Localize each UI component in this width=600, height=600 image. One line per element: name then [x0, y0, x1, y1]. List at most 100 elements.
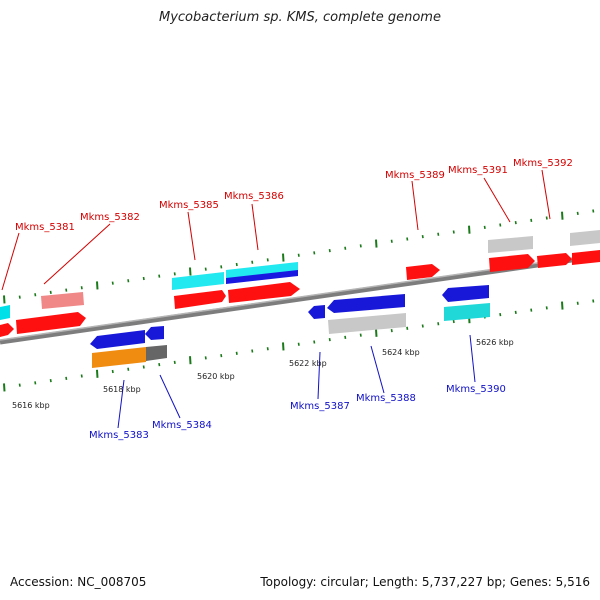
- tick-mark: [406, 326, 409, 330]
- tick-mark: [235, 262, 238, 267]
- tick-mark: [313, 251, 316, 255]
- tick-mark: [592, 299, 595, 303]
- tick-mark: [251, 349, 254, 353]
- gene-label[interactable]: Mkms_5391: [448, 165, 508, 176]
- tick-mark: [545, 306, 548, 310]
- tick-mark: [127, 279, 130, 283]
- gene-label[interactable]: Mkms_5381: [15, 222, 75, 233]
- tick-mark: [545, 216, 548, 220]
- gene-label[interactable]: Mkms_5388: [356, 393, 416, 404]
- tick-mark: [437, 232, 440, 236]
- tick-mark: [204, 356, 207, 360]
- scale-label: 5622 kbp: [289, 359, 327, 368]
- tick-mark: [158, 363, 161, 367]
- tick-mark: [96, 281, 99, 290]
- scale-labels: 5616 kbp 5618 kbp 5620 kbp 5622 kbp 5624…: [12, 338, 514, 410]
- tick-mark: [375, 328, 378, 337]
- gene-mkms-5390[interactable]: [442, 285, 490, 321]
- tick-mark: [328, 338, 331, 342]
- gene-mkms-5389[interactable]: [406, 264, 440, 280]
- scale-label: 5624 kbp: [382, 348, 420, 357]
- tick-mark: [468, 225, 471, 234]
- tick-mark: [127, 367, 130, 371]
- tick-mark: [499, 223, 502, 227]
- tick-mark: [344, 335, 347, 340]
- tick-mark: [359, 333, 362, 337]
- tick-mark: [189, 356, 192, 365]
- tick-mark: [204, 267, 207, 271]
- gene-mkms-5383[interactable]: [90, 330, 167, 368]
- tick-mark: [514, 221, 517, 225]
- topology-text: Topology: circular; Length: 5,737,227 bp…: [260, 575, 590, 589]
- tick-mark: [3, 295, 6, 304]
- tick-mark: [111, 281, 114, 285]
- tick-mark: [297, 253, 300, 257]
- tick-mark: [173, 272, 176, 276]
- tick-mark: [266, 258, 269, 262]
- top-gene-labels: Mkms_5381 Mkms_5382 Mkms_5385 Mkms_5386 …: [15, 158, 573, 233]
- scale-label: 5626 kbp: [476, 338, 514, 347]
- tick-mark: [282, 342, 285, 351]
- gene-label[interactable]: Mkms_5386: [224, 191, 284, 202]
- gene-label[interactable]: Mkms_5385: [159, 200, 219, 211]
- gene-mkms-5385[interactable]: [172, 272, 226, 309]
- tick-mark: [390, 239, 393, 243]
- tick-mark: [142, 365, 145, 369]
- tick-mark: [483, 225, 486, 229]
- tick-mark: [3, 383, 6, 392]
- tick-mark: [499, 313, 502, 317]
- tick-mark: [514, 310, 517, 315]
- tick-mark: [65, 288, 68, 292]
- gene-label[interactable]: Mkms_5384: [152, 420, 212, 431]
- lower-tick-track: [3, 299, 595, 392]
- upper-tick-track: [3, 209, 595, 304]
- gene-mkms-5386[interactable]: [226, 262, 300, 303]
- gene-label[interactable]: Mkms_5387: [290, 401, 350, 412]
- tick-mark: [34, 381, 37, 385]
- gene-label[interactable]: Mkms_5392: [513, 158, 573, 169]
- gene-mkms-5384[interactable]: [145, 326, 164, 340]
- tick-mark: [80, 286, 83, 290]
- scale-label: 5616 kbp: [12, 401, 50, 410]
- tick-mark: [390, 328, 393, 333]
- tick-mark: [561, 211, 564, 220]
- bottom-leader-lines: [117, 334, 476, 429]
- tick-mark: [452, 319, 455, 324]
- tick-mark: [313, 340, 316, 344]
- tick-mark: [34, 293, 37, 297]
- gene-label[interactable]: Mkms_5389: [385, 170, 445, 181]
- tick-mark: [452, 230, 455, 234]
- gene-label[interactable]: Mkms_5390: [446, 384, 506, 395]
- tick-mark: [344, 246, 347, 250]
- gene-label[interactable]: Mkms_5382: [80, 212, 140, 223]
- gene-mkms-5387[interactable]: [308, 305, 325, 319]
- tick-mark: [18, 383, 21, 387]
- tick-mark: [173, 360, 176, 365]
- tick-mark: [49, 290, 52, 295]
- tick-mark: [282, 253, 285, 262]
- tick-mark: [220, 265, 223, 269]
- tick-mark: [189, 267, 192, 276]
- tick-mark: [96, 369, 99, 378]
- tick-mark: [530, 308, 533, 312]
- tick-mark: [576, 301, 579, 305]
- gene-mkms-5382[interactable]: [16, 292, 86, 334]
- tick-mark: [592, 209, 595, 213]
- tick-mark: [158, 274, 161, 278]
- tick-mark: [251, 260, 254, 264]
- tick-mark: [142, 276, 145, 281]
- tick-mark: [576, 211, 579, 216]
- tick-mark: [220, 353, 223, 358]
- gene-mkms-5391[interactable]: [488, 236, 535, 272]
- page-title: Mycobacterium sp. KMS, complete genome: [159, 10, 441, 25]
- gene-mkms-5392[interactable]: [537, 230, 600, 268]
- gene-mkms-5388[interactable]: [327, 294, 406, 334]
- tick-mark: [375, 239, 378, 248]
- bottom-gene-labels: Mkms_5383 Mkms_5384 Mkms_5387 Mkms_5388 …: [89, 384, 506, 441]
- tick-mark: [297, 342, 300, 346]
- gene-mkms-5381[interactable]: [0, 305, 14, 337]
- tick-mark: [49, 378, 52, 383]
- tick-mark: [65, 376, 68, 380]
- gene-label[interactable]: Mkms_5383: [89, 430, 149, 441]
